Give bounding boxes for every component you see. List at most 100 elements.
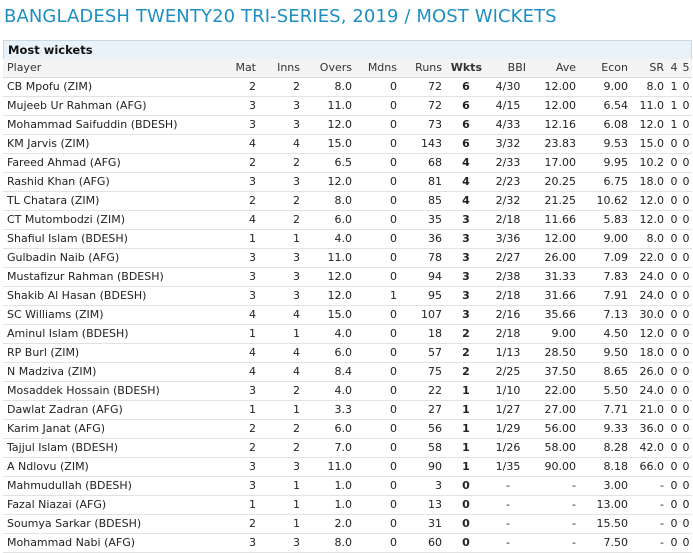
inns-cell: 3 [293, 536, 300, 549]
bbi-cell: - [506, 498, 510, 511]
fourw-cell: 0 [670, 517, 678, 530]
mdns-cell: 0 [390, 498, 397, 511]
player-cell[interactable]: CT Mutombodzi (ZIM) [7, 213, 125, 226]
bbi-cell: 2/25 [495, 365, 521, 378]
col-header-inns[interactable]: Inns [260, 59, 304, 78]
player-cell[interactable]: Mohammad Nabi (AFG) [7, 536, 136, 549]
ave-cell: - [572, 536, 576, 549]
runs-cell: 57 [428, 346, 442, 359]
col-header-5w[interactable]: 5 [680, 59, 692, 78]
runs-cell: 94 [428, 270, 442, 283]
sr-cell: 11.0 [639, 99, 665, 112]
player-cell[interactable]: Mohammad Saifuddin (BDESH) [7, 118, 178, 131]
fivew-cell: 0 [682, 536, 690, 549]
inns-cell: 3 [293, 251, 300, 264]
sr-cell: 12.0 [639, 327, 665, 340]
bbi-cell: 2/23 [495, 175, 521, 188]
player-cell[interactable]: Shakib Al Hasan (BDESH) [7, 289, 147, 302]
econ-cell: 7.13 [603, 308, 629, 321]
col-header-4w[interactable]: 4 [668, 59, 680, 78]
player-cell[interactable]: CB Mpofu (ZIM) [7, 80, 93, 93]
econ-cell: 7.71 [603, 403, 629, 416]
sr-cell: 12.0 [639, 118, 665, 131]
runs-cell: 31 [428, 517, 442, 530]
col-header-bbi[interactable]: BBI [486, 59, 530, 78]
col-header-wkts[interactable]: Wkts [446, 59, 486, 78]
player-cell[interactable]: Aminul Islam (BDESH) [7, 327, 129, 340]
econ-cell: 9.00 [603, 80, 629, 93]
overs-cell: 4.0 [334, 327, 353, 340]
inns-cell: 2 [293, 213, 300, 226]
fourw-cell: 0 [670, 251, 678, 264]
col-header-runs[interactable]: Runs [401, 59, 446, 78]
sr-cell: 12.0 [639, 213, 665, 226]
overs-cell: 6.0 [334, 346, 353, 359]
player-cell[interactable]: KM Jarvis (ZIM) [7, 137, 90, 150]
econ-cell: 3.00 [603, 479, 629, 492]
fourw-cell: 0 [670, 460, 678, 473]
bbi-cell: 2/16 [495, 308, 521, 321]
player-cell[interactable]: Gulbadin Naib (AFG) [7, 251, 120, 264]
player-cell[interactable]: Mustafizur Rahman (BDESH) [7, 270, 164, 283]
player-cell[interactable]: Soumya Sarkar (BDESH) [7, 517, 142, 530]
overs-cell: 12.0 [327, 175, 353, 188]
col-header-sr[interactable]: SR [632, 59, 668, 78]
ave-cell: 12.16 [544, 118, 577, 131]
econ-cell: 9.33 [603, 422, 629, 435]
fivew-cell: 0 [682, 99, 690, 112]
wkts-cell: 0 [462, 536, 470, 549]
inns-cell: 3 [293, 118, 300, 131]
player-cell[interactable]: Mosaddek Hossain (BDESH) [7, 384, 160, 397]
header-row: Player Mat Inns Overs Mdns Runs Wkts BBI… [3, 59, 692, 78]
econ-cell: 6.08 [603, 118, 629, 131]
col-header-mdns[interactable]: Mdns [356, 59, 401, 78]
player-cell[interactable]: N Madziva (ZIM) [7, 365, 97, 378]
player-cell[interactable]: RP Burl (ZIM) [7, 346, 80, 359]
bbi-cell: 1/10 [495, 384, 521, 397]
econ-cell: 9.95 [603, 156, 629, 169]
col-header-mat[interactable]: Mat [208, 59, 260, 78]
inns-cell: 4 [293, 137, 300, 150]
player-cell[interactable]: Dawlat Zadran (AFG) [7, 403, 123, 416]
mat-cell: 2 [249, 422, 256, 435]
overs-cell: 1.0 [334, 479, 353, 492]
overs-cell: 4.0 [334, 232, 353, 245]
table-row: Karim Janat (AFG) 2 2 6.0 0 56 1 1/29 56.00 9.33 3… [3, 420, 692, 439]
player-cell[interactable]: Shafiul Islam (BDESH) [7, 232, 128, 245]
col-header-econ[interactable]: Econ [580, 59, 632, 78]
wkts-cell: 6 [462, 137, 470, 150]
wkts-cell: 0 [462, 498, 470, 511]
player-cell[interactable]: TL Chatara (ZIM) [7, 194, 100, 207]
wkts-cell: 3 [462, 308, 470, 321]
bbi-cell: 2/32 [495, 194, 521, 207]
player-cell[interactable]: Fazal Niazai (AFG) [7, 498, 107, 511]
mdns-cell: 0 [390, 137, 397, 150]
sr-cell: 12.0 [639, 194, 665, 207]
mdns-cell: 0 [390, 536, 397, 549]
col-header-overs[interactable]: Overs [304, 59, 356, 78]
player-cell[interactable]: Mujeeb Ur Rahman (AFG) [7, 99, 147, 112]
bbi-cell: - [506, 517, 510, 530]
table-row: Mosaddek Hossain (BDESH) 3 2 4.0 0 22 1 1/10 22.… [3, 382, 692, 401]
inns-cell: 3 [293, 460, 300, 473]
col-header-ave[interactable]: Ave [530, 59, 580, 78]
player-cell[interactable]: A Ndlovu (ZIM) [7, 460, 89, 473]
table-row: N Madziva (ZIM) 4 4 8.4 0 75 2 2/25 37.50 8.65 26.… [3, 363, 692, 382]
player-cell[interactable]: SC Williams (ZIM) [7, 308, 104, 321]
table-row: Mujeeb Ur Rahman (AFG) 3 3 11.0 0 72 6 4/15 12.0… [3, 97, 692, 116]
mdns-cell: 0 [390, 384, 397, 397]
overs-cell: 2.0 [334, 517, 353, 530]
player-cell[interactable]: Rashid Khan (AFG) [7, 175, 110, 188]
col-header-player[interactable]: Player [3, 59, 208, 78]
mat-cell: 3 [249, 536, 256, 549]
player-cell[interactable]: Tajjul Islam (BDESH) [7, 441, 119, 454]
fivew-cell: 0 [682, 441, 690, 454]
fourw-cell: 0 [670, 308, 678, 321]
ave-cell: 27.00 [544, 403, 577, 416]
player-cell[interactable]: Fareed Ahmad (AFG) [7, 156, 121, 169]
player-cell[interactable]: Karim Janat (AFG) [7, 422, 106, 435]
table-row: Mahmudullah (BDESH) 3 1 1.0 0 3 0- -3.00-0 0 [3, 477, 692, 496]
ave-cell: 37.50 [544, 365, 577, 378]
player-cell[interactable]: Mahmudullah (BDESH) [7, 479, 132, 492]
runs-cell: 75 [428, 365, 442, 378]
